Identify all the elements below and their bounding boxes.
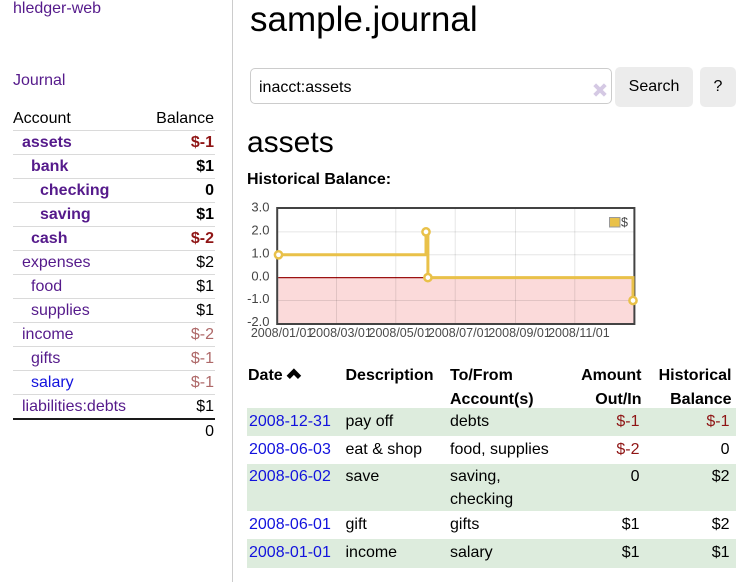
svg-text:2008/01/01: 2008/01/01 — [251, 326, 314, 340]
svg-text:2008/09/01: 2008/09/01 — [488, 326, 551, 340]
svg-text:3.0: 3.0 — [251, 200, 269, 215]
svg-text:0.0: 0.0 — [251, 268, 269, 283]
svg-text:$: $ — [621, 216, 628, 230]
svg-text:1.0: 1.0 — [251, 246, 269, 261]
svg-text:2.0: 2.0 — [251, 223, 269, 238]
svg-text:-1.0: -1.0 — [247, 291, 269, 306]
svg-text:2008/07/01: 2008/07/01 — [428, 326, 491, 340]
svg-text:2008/11/01: 2008/11/01 — [548, 326, 610, 340]
svg-text:-2.0: -2.0 — [247, 314, 269, 329]
svg-text:2008/03/01: 2008/03/01 — [309, 326, 372, 340]
svg-text:2008/05/01: 2008/05/01 — [369, 326, 432, 340]
